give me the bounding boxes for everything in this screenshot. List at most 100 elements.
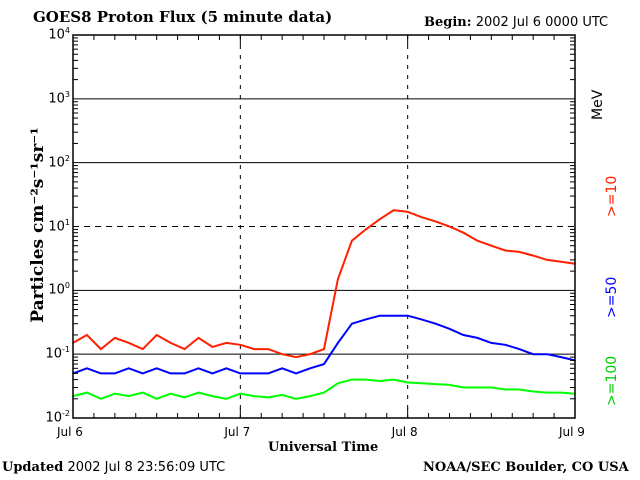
data-point xyxy=(434,322,437,325)
legend-100mev: >=100 xyxy=(604,355,620,406)
data-point xyxy=(490,244,493,247)
data-point xyxy=(532,353,534,355)
data-point xyxy=(420,216,423,218)
data-point xyxy=(462,334,465,336)
data-point xyxy=(406,314,409,317)
data-point xyxy=(183,372,186,375)
data-point xyxy=(169,342,172,344)
y-tick-base: 10 xyxy=(45,410,63,426)
legend-10mev: >=10 xyxy=(604,175,620,217)
y-tick-exp: -2 xyxy=(62,409,70,418)
data-point xyxy=(323,348,325,350)
data-point xyxy=(183,348,186,350)
y-tick-label: 100 xyxy=(48,281,70,297)
data-point xyxy=(448,384,451,386)
data-point xyxy=(546,391,548,394)
data-point xyxy=(560,260,562,263)
data-point xyxy=(476,239,479,242)
data-point xyxy=(155,334,158,336)
data-point xyxy=(560,391,562,394)
data-point xyxy=(281,394,283,396)
data-point xyxy=(253,395,256,397)
data-point xyxy=(211,346,214,348)
data-point xyxy=(406,381,409,384)
data-point xyxy=(267,372,270,375)
y-tick-exp: -1 xyxy=(62,345,70,355)
data-point xyxy=(100,372,102,375)
begin-label: Begin: xyxy=(424,15,472,30)
data-point xyxy=(532,254,534,257)
data-point xyxy=(141,348,144,350)
data-point xyxy=(211,372,214,375)
data-point xyxy=(309,395,311,397)
y-tick-base: 10 xyxy=(48,218,65,234)
data-point xyxy=(100,348,102,350)
y-tick-label: 103 xyxy=(48,90,70,106)
data-point xyxy=(378,380,381,382)
data-point xyxy=(114,337,116,339)
data-point xyxy=(504,388,507,391)
data-point xyxy=(127,367,130,370)
y-tick-label: 104 xyxy=(48,26,70,42)
data-point xyxy=(267,348,270,350)
y-tick-base: 10 xyxy=(48,27,65,43)
updated-value: 2002 Jul 8 23:56:09 UTC xyxy=(67,460,226,475)
y-tick-label: 101 xyxy=(48,218,70,234)
data-point xyxy=(197,391,200,394)
data-point xyxy=(532,390,534,393)
data-point xyxy=(309,367,311,370)
legend-unit: MeV xyxy=(590,89,606,120)
data-point xyxy=(295,356,297,358)
data-point xyxy=(420,382,423,385)
data-point xyxy=(323,363,325,365)
data-point xyxy=(267,396,270,399)
data-point xyxy=(504,249,507,252)
data-point xyxy=(337,342,339,344)
series-line-2 xyxy=(72,378,576,400)
data-point xyxy=(476,337,479,339)
updated-label: Updated xyxy=(2,460,64,475)
data-point xyxy=(183,396,186,399)
data-point xyxy=(518,251,521,253)
data-point xyxy=(448,225,451,228)
data-point xyxy=(378,218,381,221)
y-tick-exp: 3 xyxy=(64,89,70,99)
data-point xyxy=(169,372,172,375)
data-point xyxy=(114,372,116,375)
data-point xyxy=(504,344,507,346)
y-tick-label: 10-2 xyxy=(45,409,70,425)
data-point xyxy=(351,378,353,381)
data-point xyxy=(323,391,325,394)
data-point xyxy=(114,392,116,395)
data-point xyxy=(448,327,451,330)
y-tick-exp: 0 xyxy=(64,281,70,291)
data-point xyxy=(462,386,465,389)
data-point xyxy=(406,210,409,213)
data-point xyxy=(225,342,228,344)
data-point xyxy=(434,383,437,385)
data-point xyxy=(197,367,200,370)
data-source: NOAA/SEC Boulder, CO USA xyxy=(423,460,629,475)
data-point xyxy=(392,314,395,317)
y-tick-base: 10 xyxy=(48,154,65,170)
data-point xyxy=(490,342,493,344)
data-point xyxy=(239,392,242,395)
y-tick-exp: 1 xyxy=(64,217,70,227)
x-tick-label: Jul 9 xyxy=(559,425,585,439)
data-point xyxy=(560,356,562,358)
data-point xyxy=(365,378,367,381)
data-point xyxy=(141,372,144,375)
data-point xyxy=(392,209,395,212)
y-tick-base: 10 xyxy=(48,91,65,107)
data-point xyxy=(392,378,395,381)
data-point xyxy=(518,348,521,350)
begin-value: 2002 Jul 6 0000 UTC xyxy=(475,15,609,30)
updated-time: Updated 2002 Jul 8 23:56:09 UTC xyxy=(2,460,225,475)
data-point xyxy=(462,231,465,234)
data-point xyxy=(476,386,479,389)
data-point xyxy=(155,367,158,370)
data-point xyxy=(211,395,214,397)
data-point xyxy=(225,397,228,400)
y-tick-exp: 2 xyxy=(64,153,70,163)
data-point xyxy=(86,367,88,370)
